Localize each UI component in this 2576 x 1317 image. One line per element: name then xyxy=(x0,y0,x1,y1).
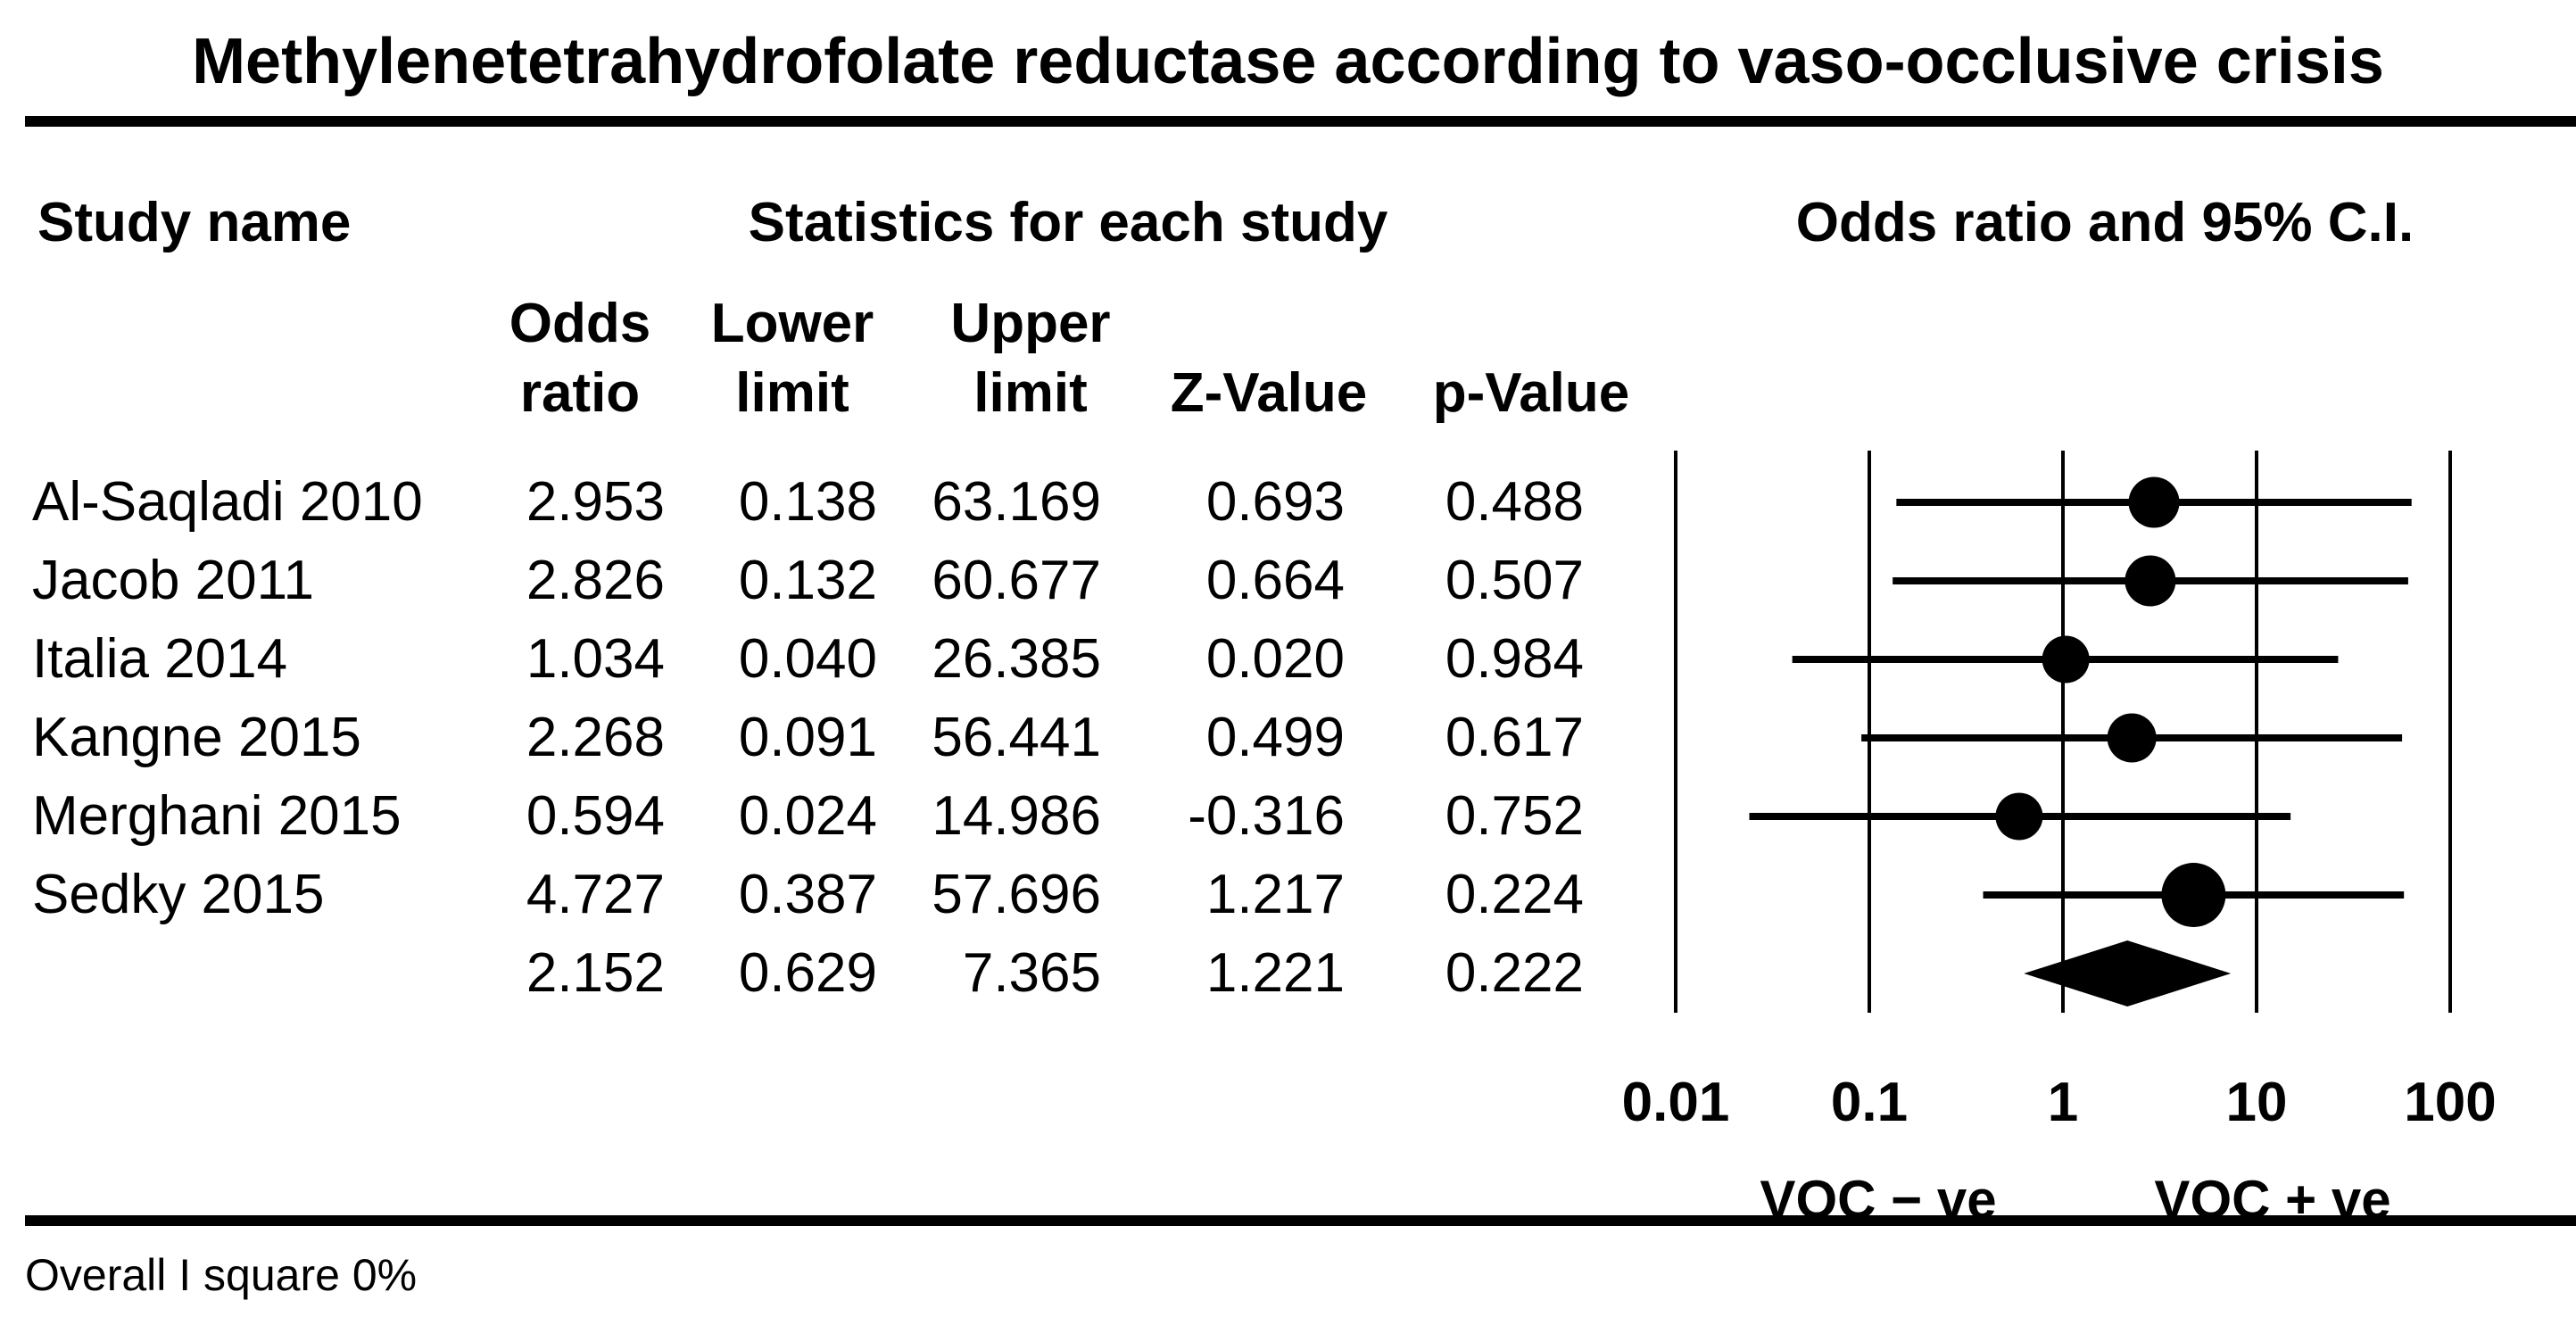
cell-lower-limit: 0.138 xyxy=(738,471,877,533)
cell-odds-ratio: 2.953 xyxy=(526,471,665,533)
cell-upper-limit: 56.441 xyxy=(932,707,1101,768)
column-header-lower-limit: Lower limit xyxy=(711,289,874,428)
or-marker xyxy=(2125,555,2176,607)
column-header-line: limit xyxy=(973,362,1088,424)
cell-odds-ratio: 2.268 xyxy=(526,707,665,768)
cell-odds-ratio: 2.826 xyxy=(526,550,665,611)
cell-p-value: 0.224 xyxy=(1445,864,1584,925)
study-name: Al-Saqladi 2010 xyxy=(32,471,423,533)
cell-z-value: 0.020 xyxy=(1205,628,1345,690)
cell-z-value: 0.693 xyxy=(1205,471,1345,533)
cell-lower-limit: 0.387 xyxy=(738,864,877,925)
cell-upper-limit: 14.986 xyxy=(932,785,1101,847)
column-header-line: ratio xyxy=(519,362,641,424)
cell-upper-limit: 63.169 xyxy=(932,471,1101,533)
axis-tick-label: 10 xyxy=(2225,1072,2288,1133)
column-header-line: limit xyxy=(735,362,849,424)
cell-p-value: 0.507 xyxy=(1445,550,1584,611)
or-marker xyxy=(2128,476,2180,528)
cell-p-value: 0.752 xyxy=(1445,785,1584,847)
cell-lower-limit: 0.040 xyxy=(738,628,877,690)
cell-odds-ratio: 2.152 xyxy=(526,942,665,1004)
top-rule xyxy=(25,116,2576,127)
cell-lower-limit: 0.024 xyxy=(738,785,877,847)
or-marker xyxy=(1995,792,2043,841)
or-marker xyxy=(2161,863,2226,927)
column-header-upper-limit: Upper limit xyxy=(950,289,1110,428)
cell-lower-limit: 0.091 xyxy=(738,707,877,768)
cell-z-value: 1.221 xyxy=(1205,942,1345,1004)
study-name: Jacob 2011 xyxy=(32,550,314,611)
column-header-p-value: p-Value xyxy=(1432,362,1630,424)
column-header-odds-ratio: Odds ratio xyxy=(509,289,650,428)
cell-upper-limit: 7.365 xyxy=(962,942,1101,1004)
column-header-z-value: Z-Value xyxy=(1170,362,1368,424)
heterogeneity-note: Overall I square 0% xyxy=(25,1250,418,1300)
axis-tick-label: 100 xyxy=(2404,1072,2497,1133)
statistics-group-header: Statistics for each study xyxy=(748,192,1388,253)
study-name: Merghani 2015 xyxy=(32,785,402,847)
cell-upper-limit: 57.696 xyxy=(932,864,1101,925)
cell-z-value: 0.664 xyxy=(1205,550,1345,611)
cell-p-value: 0.488 xyxy=(1445,471,1584,533)
odds-ratio-ci-header: Odds ratio and 95% C.I. xyxy=(1795,192,2414,253)
study-name: Sedky 2015 xyxy=(32,864,325,925)
cell-lower-limit: 0.132 xyxy=(738,550,877,611)
cell-p-value: 0.617 xyxy=(1445,707,1584,768)
column-header-line: Upper xyxy=(950,293,1111,354)
cell-lower-limit: 0.629 xyxy=(738,942,877,1004)
cell-z-value: 0.499 xyxy=(1205,707,1345,768)
column-header-line: Lower xyxy=(710,293,874,354)
cell-z-value: 1.217 xyxy=(1205,864,1345,925)
cell-upper-limit: 60.677 xyxy=(932,550,1101,611)
cell-p-value: 0.222 xyxy=(1445,942,1584,1004)
cell-odds-ratio: 0.594 xyxy=(526,785,665,847)
or-marker xyxy=(2107,713,2157,763)
study-name-header: Study name xyxy=(37,192,352,253)
page-title: Methylenetetrahydrofolate reductase acco… xyxy=(192,26,2384,97)
cell-odds-ratio: 1.034 xyxy=(526,628,665,690)
overall-diamond xyxy=(2024,940,2232,1006)
column-header-line: Odds xyxy=(509,293,651,354)
axis-tick-label: 1 xyxy=(2047,1072,2079,1133)
bottom-rule xyxy=(25,1215,2576,1226)
or-marker xyxy=(2042,635,2090,683)
study-name: Kangne 2015 xyxy=(32,707,361,768)
axis-tick-label: 0.1 xyxy=(1830,1072,1909,1133)
cell-p-value: 0.984 xyxy=(1445,628,1584,690)
axis-tick-label: 0.01 xyxy=(1621,1072,1730,1133)
cell-odds-ratio: 4.727 xyxy=(526,864,665,925)
cell-z-value: -0.316 xyxy=(1188,785,1345,847)
cell-upper-limit: 26.385 xyxy=(932,628,1101,690)
study-name: Italia 2014 xyxy=(32,628,288,690)
